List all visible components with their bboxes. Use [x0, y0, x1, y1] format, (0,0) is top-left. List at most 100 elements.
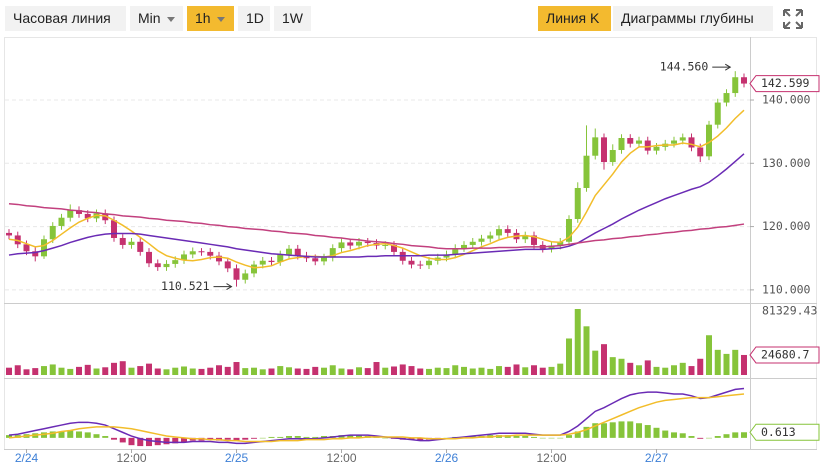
macd-bar — [679, 433, 686, 438]
button-label: 1h — [195, 10, 211, 26]
view-label: Диаграммы глубины — [621, 10, 754, 26]
volume-bar — [338, 368, 345, 375]
volume-bar — [207, 367, 214, 375]
volume-bar — [609, 357, 616, 375]
button-label: Min — [138, 10, 161, 26]
macd-bar — [181, 437, 187, 443]
candle-body — [382, 244, 389, 246]
macd-bar — [294, 436, 301, 438]
candle-body — [146, 251, 152, 264]
volume-bar — [566, 338, 572, 375]
macd-bar — [522, 436, 529, 438]
volume-bar — [391, 366, 397, 375]
candle-body — [277, 254, 284, 263]
macd-bar — [76, 431, 82, 438]
candle-body — [198, 251, 205, 253]
macd-bar — [268, 436, 275, 438]
macd-bar — [609, 422, 616, 438]
candle-body — [364, 241, 371, 244]
macd-bar — [592, 423, 599, 438]
macd-bar — [697, 437, 704, 439]
macd-bar — [277, 436, 284, 438]
volume-bar — [399, 364, 406, 375]
candle-body — [102, 213, 109, 221]
volume-bar — [128, 367, 135, 375]
macd-bar — [627, 421, 634, 438]
candle-body — [119, 237, 126, 245]
macd-bar — [58, 431, 65, 438]
candle-body — [417, 264, 424, 266]
candle-body — [408, 260, 415, 265]
candle-body — [679, 137, 686, 141]
hour-button[interactable]: 1h — [187, 6, 234, 31]
macd-bar — [566, 435, 572, 438]
volume-bar — [224, 366, 231, 375]
volume-bar — [539, 367, 546, 375]
volume-bar — [163, 369, 170, 375]
button-label: 1D — [246, 10, 264, 26]
volume-bar — [426, 368, 432, 375]
x-tick-label: 12:00 — [326, 451, 356, 465]
min-button[interactable]: Min — [130, 6, 183, 31]
depth-view[interactable]: Диаграммы глубины — [613, 6, 773, 31]
volume-bar — [189, 368, 196, 375]
macd-bar — [469, 436, 476, 438]
candle-body — [6, 232, 12, 236]
volume-bar — [557, 363, 564, 375]
candle-body — [207, 251, 214, 256]
candle-body — [338, 242, 345, 249]
macd-bar — [242, 437, 249, 440]
macd-bar — [513, 436, 520, 438]
volume-bar — [356, 367, 362, 375]
macd-bar — [84, 432, 91, 438]
macd-bar — [408, 437, 415, 440]
day-button[interactable]: 1D — [238, 6, 270, 31]
line-button[interactable]: Часовая линия — [5, 6, 126, 31]
week-button[interactable]: 1W — [274, 6, 311, 31]
macd-bar — [548, 437, 555, 439]
candle-body — [391, 244, 397, 252]
candle-body — [478, 238, 485, 242]
button-label: Часовая линия — [13, 10, 111, 26]
macd-bar — [312, 436, 319, 438]
candle-body — [111, 220, 117, 238]
y-tick-label: 110.000 — [762, 282, 811, 296]
candle-body — [531, 235, 537, 245]
candle-body — [671, 140, 677, 144]
fullscreen-icon[interactable] — [781, 7, 805, 31]
volume-bar — [618, 358, 625, 375]
volume-bar — [723, 353, 730, 375]
value-tag-label: 24680.7 — [761, 347, 810, 361]
volume-bar — [181, 366, 187, 375]
candle-body — [23, 244, 30, 252]
macd-bar — [417, 437, 424, 441]
candle-body — [469, 241, 476, 245]
volume-bar — [671, 365, 677, 375]
candle-body — [163, 263, 170, 268]
volume-bar — [487, 368, 494, 375]
candle-body — [627, 137, 634, 144]
macd-bar — [732, 432, 739, 438]
macd-bar — [137, 437, 144, 447]
ma-line — [8, 153, 745, 258]
macd-bar — [259, 437, 266, 439]
macd-bar — [233, 437, 240, 441]
volume-bar — [303, 368, 310, 375]
candle-body — [216, 255, 222, 262]
macd-bar — [119, 437, 126, 443]
volume-bar — [111, 362, 117, 375]
volume-bar — [706, 335, 712, 375]
candle-body — [41, 239, 47, 257]
candle-body — [189, 251, 196, 255]
volume-bar — [251, 367, 257, 375]
candle-body — [172, 260, 179, 264]
macd-bar — [347, 435, 354, 438]
volume-bar — [469, 368, 476, 375]
toolbar: Часовая линия Min 1h 1D 1W Линия K Диагр… — [0, 0, 821, 36]
candle-body — [181, 254, 187, 261]
kline-view[interactable]: Линия K — [538, 6, 611, 31]
volume-bar — [601, 344, 607, 375]
volume-bar — [14, 365, 21, 375]
candle-body — [312, 258, 319, 262]
